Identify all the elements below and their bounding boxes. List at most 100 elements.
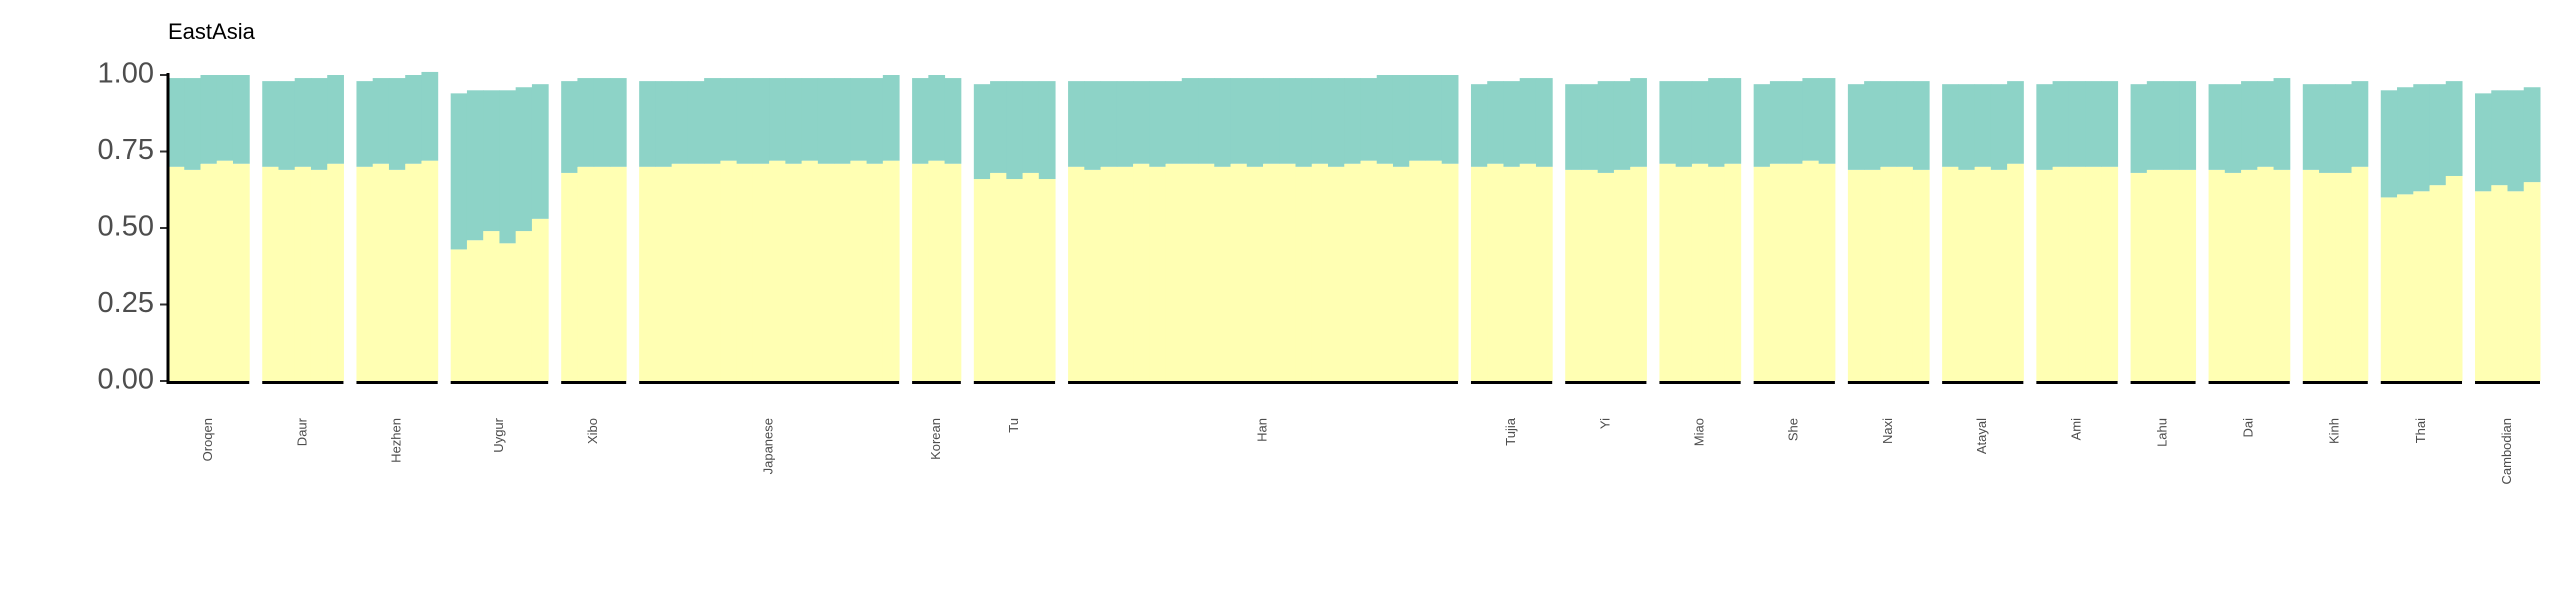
bar-segment (2380, 197, 2398, 381)
bar-segment (2179, 169, 2197, 381)
bar-segment (2163, 169, 2180, 381)
bar-segment (655, 81, 673, 167)
x-tick-label: Miao (1691, 418, 1706, 446)
bar-segment (1392, 166, 1410, 381)
bar-segment (2319, 172, 2336, 381)
bar-segment (1100, 81, 1118, 167)
bar-segment (1470, 166, 1488, 381)
bar-segment (2068, 81, 2086, 167)
bar-segment (515, 87, 533, 232)
bar-segment (2302, 169, 2320, 381)
bar-segment (310, 169, 328, 381)
bar-segment (687, 163, 705, 381)
bar-segment (1880, 81, 1898, 167)
x-tick-label: Naxi (1880, 418, 1895, 444)
bar-segment (2101, 81, 2119, 167)
bar-segment (1084, 169, 1102, 381)
bar-segment (278, 81, 296, 170)
bar-segment (928, 75, 946, 161)
bar-segment (912, 78, 929, 164)
bar-segment (1691, 81, 1709, 164)
bar-segment (2052, 166, 2070, 381)
bar-segment (866, 163, 884, 381)
y-tick-label: 1.00 (98, 58, 154, 90)
bar-segment (216, 160, 234, 381)
bar-segment (421, 71, 439, 161)
bar-segment (1344, 163, 1361, 381)
bar-segment (294, 78, 312, 167)
bar-segment (1360, 160, 1378, 381)
bar-segment (2257, 166, 2275, 381)
bar-segment (882, 160, 900, 381)
bar-segment (2224, 84, 2242, 173)
bar-segment (1708, 166, 1725, 381)
bar-segment (2241, 169, 2258, 381)
bar-segment (2179, 81, 2197, 170)
bar-segment (1769, 163, 1787, 381)
bar-segment (1519, 163, 1537, 381)
bar-segment (639, 166, 656, 381)
bar-segment (1503, 166, 1521, 381)
bar-segment (752, 78, 770, 164)
bar-segment (2085, 81, 2102, 167)
bar-segment (184, 169, 201, 381)
bar-segment (1802, 78, 1820, 161)
bar-segment (1659, 163, 1677, 381)
bar-segment (1084, 81, 1102, 170)
bar-segment (1503, 81, 1521, 167)
x-tick-label: Thai (2413, 418, 2428, 443)
bar-segment (2146, 81, 2164, 170)
y-tick-label: 0.25 (98, 287, 154, 319)
bar-segment (1022, 172, 1040, 381)
bar-segment (1724, 78, 1742, 164)
bar-segment (834, 78, 851, 164)
bar-segment (294, 166, 312, 381)
bar-segment (1214, 166, 1232, 381)
bar-segment (1360, 78, 1378, 161)
bar-segment (1246, 78, 1264, 167)
bar-segment (1769, 81, 1787, 164)
bar-segment (1181, 163, 1199, 381)
bar-segment (2475, 191, 2492, 381)
x-tick-label: Korean (928, 418, 943, 460)
bar-segment (1006, 81, 1024, 180)
bar-segment (1880, 166, 1898, 381)
bar-segment (372, 163, 390, 381)
bar-segment (2523, 87, 2541, 183)
bar-segment (483, 90, 500, 232)
bar-segment (736, 78, 754, 164)
bar-segment (1425, 75, 1443, 161)
y-tick-label: 0.50 (98, 211, 154, 243)
bar-segment (928, 160, 946, 381)
bar-segment (577, 78, 595, 167)
bar-segment (561, 172, 578, 381)
bar-segment (2036, 84, 2054, 170)
bar-segment (752, 163, 770, 381)
bar-segment (1864, 169, 1881, 381)
bar-segment (2491, 185, 2509, 381)
bar-segment (561, 81, 578, 173)
bar-segment (1613, 169, 1631, 381)
bar-segment (372, 78, 390, 164)
bar-segment (2397, 87, 2414, 195)
bar-segment (1328, 78, 1345, 167)
bar-segment (769, 160, 786, 381)
bar-segment (1376, 163, 1394, 381)
bar-segment (2036, 169, 2054, 381)
bar-segment (499, 243, 517, 381)
bar-segment (405, 75, 422, 164)
bar-segment (1581, 169, 1599, 381)
bar-segment (1133, 163, 1150, 381)
bar-segment (2413, 191, 2431, 381)
bar-segment (1006, 179, 1024, 381)
bar-segment (1470, 84, 1488, 167)
bar-segment (1847, 84, 1865, 170)
bar-segment (2413, 84, 2431, 192)
bar-segment (2101, 166, 2119, 381)
bar-segment (639, 81, 656, 167)
bar-segment (1535, 78, 1553, 167)
bar-segment (1376, 75, 1394, 164)
bar-segment (1675, 166, 1693, 381)
bar-segment (944, 78, 962, 164)
bar-segment (466, 240, 484, 381)
